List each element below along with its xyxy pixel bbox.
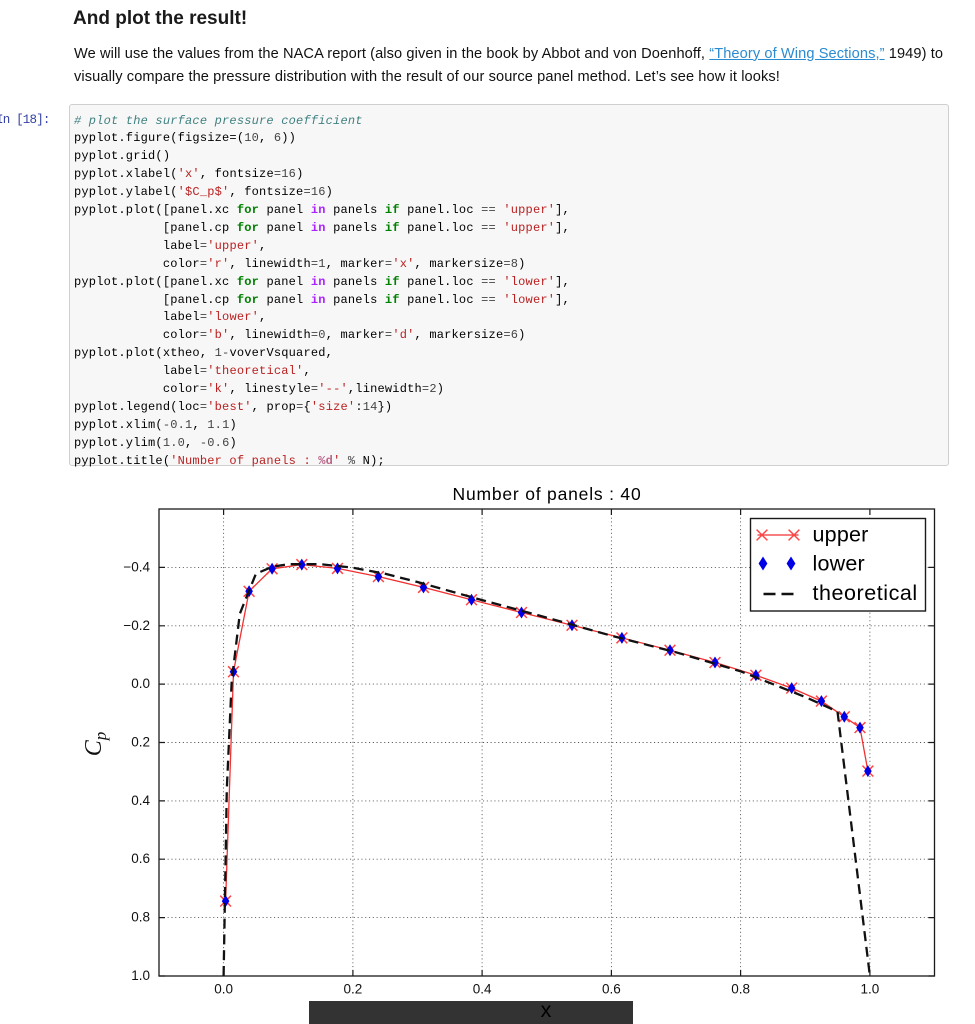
svg-text:0.4: 0.4 — [473, 982, 492, 997]
svg-text:Cp: Cp — [81, 732, 110, 757]
svg-text:0.2: 0.2 — [131, 735, 150, 750]
svg-text:0.2: 0.2 — [344, 982, 363, 997]
svg-text:theoretical: theoretical — [813, 581, 918, 605]
svg-text:0.4: 0.4 — [131, 793, 150, 808]
svg-text:0.8: 0.8 — [731, 982, 750, 997]
svg-text:lower: lower — [813, 552, 865, 576]
svg-text:0.0: 0.0 — [131, 676, 150, 691]
svg-text:−0.2: −0.2 — [123, 618, 150, 633]
svg-text:1.0: 1.0 — [131, 968, 150, 983]
svg-text:0.0: 0.0 — [214, 982, 233, 997]
svg-text:0.6: 0.6 — [131, 851, 150, 866]
svg-text:0.6: 0.6 — [602, 982, 621, 997]
svg-text:Number of panels : 40: Number of panels : 40 — [453, 484, 642, 504]
svg-text:x: x — [541, 998, 552, 1022]
svg-text:−0.4: −0.4 — [123, 559, 150, 574]
svg-text:1.0: 1.0 — [861, 982, 880, 997]
svg-text:upper: upper — [813, 523, 869, 547]
svg-text:0.8: 0.8 — [131, 910, 150, 925]
